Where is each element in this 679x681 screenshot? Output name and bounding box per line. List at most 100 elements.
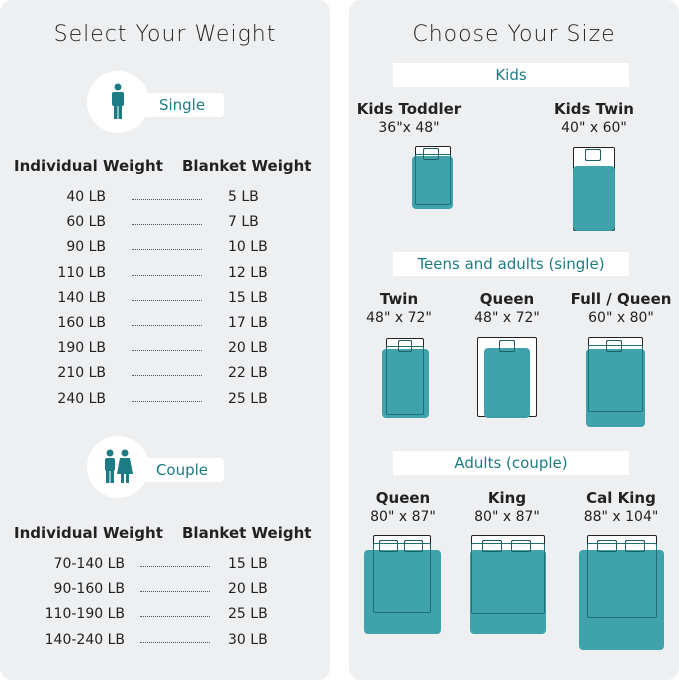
bed-name: Kids Toddler bbox=[356, 100, 462, 118]
individual-weight: 90 LB bbox=[66, 239, 106, 256]
individual-weight: 60 LB bbox=[66, 214, 106, 231]
bed-dimensions: 80" x 87" bbox=[370, 509, 436, 525]
blanket-weight: 15 LB bbox=[228, 289, 268, 306]
blanket-weight: 5 LB bbox=[228, 189, 259, 205]
weight-row: 160 LB 17 LB bbox=[0, 315, 330, 335]
bed-name: Kids Twin bbox=[554, 100, 634, 118]
blanket-icon bbox=[382, 349, 429, 418]
dotted-leader bbox=[132, 274, 202, 276]
bed-dimensions: 88" x 104" bbox=[583, 509, 659, 525]
weight-row: 110-190 LB 25 LB bbox=[0, 606, 330, 626]
weight-row: 60 LB 7 LB bbox=[0, 214, 330, 234]
weight-row: 90-160 LB 20 LB bbox=[0, 581, 330, 601]
dotted-leader bbox=[132, 400, 202, 402]
bed-outline bbox=[415, 154, 451, 205]
bed-dimensions: 60" x 80" bbox=[588, 310, 654, 326]
bed-name: Queen bbox=[375, 489, 431, 507]
section-adults-couple: Adults (couple) bbox=[393, 451, 629, 475]
weight-panel: Select Your Weight Single Individual Wei… bbox=[0, 0, 330, 680]
blanket-weight: 20 LB bbox=[228, 340, 268, 357]
dotted-leader bbox=[132, 299, 202, 301]
dotted-leader bbox=[132, 199, 202, 200]
dotted-leader bbox=[132, 224, 202, 226]
blanket-weight: 15 LB bbox=[228, 556, 268, 572]
pillow-outline bbox=[499, 340, 515, 352]
pillow-outline bbox=[625, 540, 645, 552]
pillow-outline bbox=[597, 540, 617, 552]
weight-row: 190 LB 20 LB bbox=[0, 340, 330, 360]
weight-row: 140-240 LB 30 LB bbox=[0, 632, 330, 652]
bed-name: Cal King bbox=[586, 489, 656, 507]
bed-name: Queen bbox=[479, 290, 535, 308]
couple-col2-header: Blanket Weight bbox=[182, 524, 312, 542]
blanket-weight: 30 LB bbox=[228, 631, 268, 648]
individual-weight: 140-240 LB bbox=[44, 631, 125, 648]
individual-weight: 90-160 LB bbox=[53, 581, 125, 598]
individual-weight: 210 LB bbox=[57, 365, 106, 382]
blanket-weight: 20 LB bbox=[228, 581, 268, 598]
individual-weight: 40 LB bbox=[66, 189, 106, 205]
individual-weight: 140 LB bbox=[57, 289, 106, 306]
dotted-leader bbox=[140, 591, 210, 593]
single-person-icon bbox=[87, 71, 149, 133]
pillow-outline bbox=[585, 149, 601, 161]
dotted-leader bbox=[140, 566, 210, 567]
blanket-weight: 17 LB bbox=[228, 315, 268, 331]
individual-weight: 110-190 LB bbox=[44, 606, 125, 623]
bed-name: Twin bbox=[379, 290, 419, 308]
individual-weight: 190 LB bbox=[57, 340, 106, 357]
blanket-weight: 25 LB bbox=[228, 390, 268, 407]
section-kids: Kids bbox=[393, 63, 629, 87]
single-col2-header: Blanket Weight bbox=[182, 157, 312, 175]
blanket-icon bbox=[573, 166, 615, 231]
bed-name: Full / Queen bbox=[570, 290, 672, 308]
pillow-outline bbox=[379, 540, 398, 552]
pillow-outline bbox=[423, 148, 439, 160]
weight-row: 110 LB 12 LB bbox=[0, 265, 330, 285]
blanket-icon bbox=[484, 348, 530, 418]
pillow-outline bbox=[606, 340, 622, 352]
bed-dimensions: 48" x 72" bbox=[366, 310, 432, 326]
pillow-outline bbox=[404, 540, 423, 552]
section-teens-adults: Teens and adults (single) bbox=[393, 252, 629, 276]
bed-outline bbox=[587, 543, 657, 618]
individual-weight: 240 LB bbox=[57, 390, 106, 407]
dotted-leader bbox=[140, 616, 210, 618]
bed-outline bbox=[471, 543, 545, 614]
blanket-icon bbox=[470, 550, 546, 634]
bed-outline bbox=[373, 543, 431, 613]
blanket-weight: 22 LB bbox=[228, 365, 268, 382]
bed-dimensions: 48" x 72" bbox=[474, 310, 540, 326]
blanket-icon bbox=[412, 156, 453, 209]
dotted-leader bbox=[140, 641, 210, 643]
weight-title: Select Your Weight bbox=[53, 22, 277, 47]
dotted-leader bbox=[132, 375, 202, 377]
single-badge: Single bbox=[140, 93, 224, 117]
single-col1-header: Individual Weight bbox=[14, 157, 163, 175]
bed-dimensions: 40" x 60" bbox=[561, 120, 627, 136]
blanket-weight: 25 LB bbox=[228, 606, 268, 623]
individual-weight: 70-140 LB bbox=[53, 556, 125, 572]
individual-weight: 160 LB bbox=[57, 315, 106, 331]
bed-dimensions: 80" x 87" bbox=[474, 509, 540, 525]
pillow-outline bbox=[482, 540, 502, 552]
blanket-icon bbox=[586, 349, 645, 427]
weight-row: 140 LB 15 LB bbox=[0, 290, 330, 310]
bed-outline bbox=[588, 345, 643, 412]
blanket-weight: 10 LB bbox=[228, 239, 268, 256]
weight-row: 40 LB 5 LB bbox=[0, 189, 330, 209]
weight-row: 70-140 LB 15 LB bbox=[0, 556, 330, 576]
size-title: Choose Your Size bbox=[412, 22, 616, 47]
bed-dimensions: 36"x 48" bbox=[378, 120, 440, 136]
weight-row: 240 LB 25 LB bbox=[0, 391, 330, 411]
weight-row: 210 LB 22 LB bbox=[0, 365, 330, 385]
individual-weight: 110 LB bbox=[57, 264, 106, 281]
weight-row: 90 LB 10 LB bbox=[0, 239, 330, 259]
dotted-leader bbox=[132, 350, 202, 352]
size-panel: Choose Your Size Kids Teens and adults (… bbox=[349, 0, 679, 680]
couple-badge: Couple bbox=[140, 458, 224, 482]
dotted-leader bbox=[132, 249, 202, 251]
bed-name: King bbox=[487, 489, 527, 507]
blanket-icon bbox=[364, 550, 441, 634]
couple-col1-header: Individual Weight bbox=[14, 524, 163, 542]
